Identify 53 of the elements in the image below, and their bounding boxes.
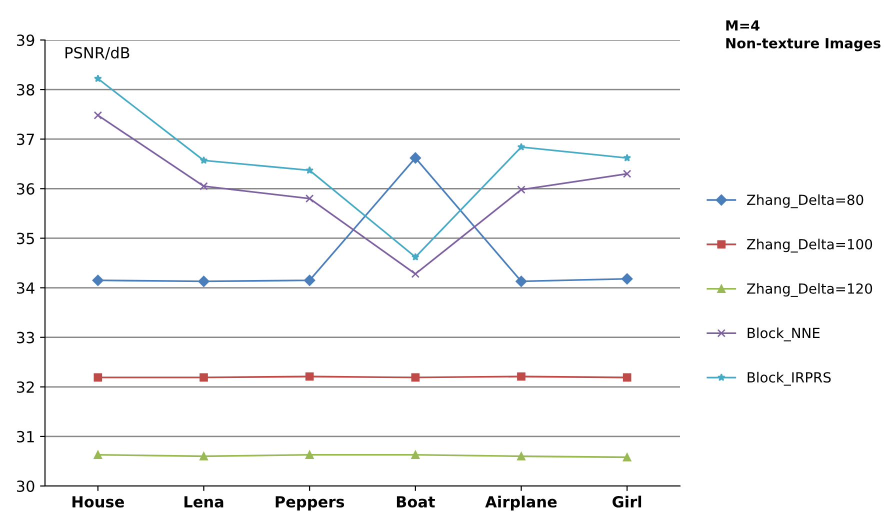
point	[94, 373, 102, 382]
point	[411, 270, 420, 278]
point	[200, 182, 208, 190]
y-tick-label: 35	[17, 232, 34, 244]
point	[411, 252, 420, 261]
text: M=4 Non-texture Images	[726, 20, 880, 52]
legend-label: Zhang_Delta=80	[747, 194, 864, 208]
y-tick-label: 34	[17, 282, 34, 294]
point	[622, 170, 632, 178]
x-tick-label: Airplane	[485, 496, 557, 511]
y-tick-label: 37	[17, 134, 34, 146]
y-tick-label: 38	[17, 84, 34, 96]
y-tick-label: 30	[17, 480, 34, 492]
point	[200, 452, 208, 460]
point	[623, 154, 632, 162]
point	[517, 142, 526, 151]
legend-label: Block_NNE	[748, 327, 820, 342]
point	[517, 452, 526, 460]
point	[517, 372, 526, 381]
point	[411, 373, 420, 382]
y-tick-label: 31	[17, 430, 34, 442]
y-tick-label: 39	[17, 34, 34, 46]
point	[306, 166, 314, 174]
x-tick-label: House	[72, 496, 124, 508]
legend-label: Zhang_Delta=100	[747, 238, 872, 253]
point	[305, 194, 314, 203]
x-tick-label: Peppers	[276, 496, 344, 511]
point	[305, 372, 314, 381]
point	[622, 373, 632, 382]
x-tick-label: Girl	[612, 496, 642, 508]
point	[94, 74, 102, 82]
point	[411, 450, 420, 459]
point	[410, 152, 422, 164]
point	[92, 274, 104, 286]
point	[94, 111, 102, 120]
point	[200, 373, 208, 382]
x-tick-label: Boat	[396, 496, 435, 508]
y-tick-label: 32	[17, 381, 34, 393]
point	[516, 276, 527, 287]
point	[94, 450, 102, 459]
point	[198, 276, 210, 287]
y-tick-label: 33	[17, 332, 34, 344]
point	[517, 185, 526, 194]
legend-label: Block_IRPRS	[748, 372, 831, 386]
x-tick-label: Lena	[184, 496, 224, 508]
point	[305, 450, 314, 459]
point	[200, 156, 208, 164]
legend-label: Zhang_Delta=120	[747, 283, 872, 297]
point	[304, 274, 316, 286]
y-tick-label: 36	[17, 183, 34, 195]
point	[622, 453, 632, 462]
y-axis-title: PSNR/dB	[66, 46, 130, 60]
point	[621, 273, 633, 284]
